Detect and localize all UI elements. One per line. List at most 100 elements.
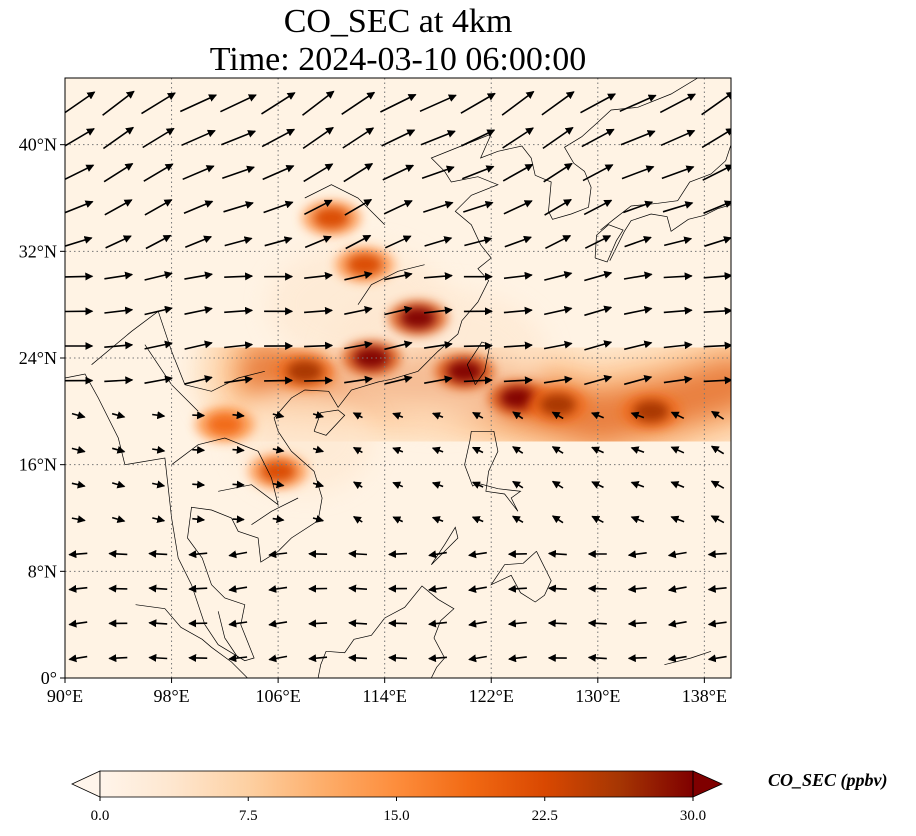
wind-arrow [423,340,453,349]
wind-arrow [623,374,653,386]
wind-arrow [581,128,615,148]
wind-arrow [630,411,645,420]
wind-arrow [392,412,404,420]
wind-arrow [630,481,645,489]
wind-arrow [388,653,408,662]
wind-arrow [268,619,288,628]
wind-arrow [188,550,208,559]
wind-arrow [68,654,88,663]
wind-arrow [302,126,334,150]
wind-arrow [707,584,727,593]
wind-arrow [701,91,731,116]
wind-arrow [304,199,333,216]
wind-arrow [584,235,612,249]
wind-arrow [630,515,645,524]
wind-arrow [663,375,693,384]
wind-arrow [384,235,412,249]
hotspot [633,400,670,423]
wind-arrow [221,130,257,146]
colorbar-label: CO_SEC (ppbv) [768,770,888,790]
wind-arrow [431,412,444,420]
hotspot [539,393,576,416]
wind-arrow [424,306,453,315]
colorbar-tick-label: 7.5 [239,808,258,824]
hotspot [260,460,297,483]
wind-arrow [224,236,253,247]
wind-arrow [661,165,695,180]
wind-arrow [232,411,245,420]
wind-arrow [382,164,415,181]
lat-tick-label: 40°N [19,135,57,155]
wind-arrow [304,341,334,350]
wind-arrow [468,550,487,559]
wind-arrow [264,236,293,247]
wind-arrow [512,446,524,454]
hotspot [286,360,323,383]
wind-arrow [627,550,647,559]
wind-arrow [261,92,296,115]
wind-arrow [304,376,334,385]
wind-arrow [423,200,454,213]
wind-arrow [507,584,527,593]
wind-arrow [512,480,524,489]
hotspot [313,207,350,229]
wind-arrow [623,306,653,315]
wind-arrow [71,480,86,489]
wind-arrow [590,411,604,420]
lat-tick-label: 0° [41,668,57,688]
map-frame [64,77,732,679]
wind-arrow [142,127,175,149]
wind-arrow [547,549,567,558]
wind-arrow [584,270,613,282]
wind-arrow [104,341,134,350]
wind-arrow [182,165,215,181]
wind-arrow [462,165,495,180]
wind-arrow [670,481,685,489]
wind-arrow [460,92,496,114]
wind-arrow [623,200,654,214]
wind-arrow [228,654,248,663]
wind-arrow [504,235,532,248]
wind-arrow [667,654,687,663]
wind-arrow [580,93,616,114]
wind-arrow [543,375,573,384]
wind-arrow [141,92,176,115]
wind-arrow [471,481,484,489]
wind-arrow [308,619,328,628]
wind-arrow [344,375,373,384]
wind-arrow [431,516,444,524]
wind-arrow [384,340,413,351]
wind-arrow [710,480,725,489]
chart-title: CO_SEC at 4km [283,3,513,40]
colorbar-ramp [100,771,693,797]
wind-arrow [428,584,448,593]
wind-arrow [192,411,206,420]
wind-arrow [463,341,493,350]
lon-tick-label: 106°E [256,686,301,706]
wind-arrow [272,515,285,524]
wind-arrow [660,129,696,147]
wind-arrow [344,271,373,281]
wind-arrow [670,515,685,524]
wind-arrow [352,446,363,455]
wind-arrow [591,481,604,489]
wind-arrow [380,93,417,113]
wind-arrow [111,411,126,420]
coastline-segment [594,224,624,263]
wind-arrow [707,654,727,663]
wind-arrow [624,235,652,248]
wind-arrow [183,200,214,214]
wind-arrow [543,340,573,350]
wind-arrow [710,445,725,455]
wind-arrow [148,653,168,662]
wind-arrow [304,306,333,315]
wind-arrow [224,375,253,384]
wind-arrow [103,163,134,183]
wind-arrow [272,411,285,419]
wind-arrow [308,654,328,663]
wind-arrow [710,410,725,420]
wind-arrow [68,619,88,628]
wind-arrow [312,515,325,523]
wind-arrow [670,446,685,454]
wind-arrow [627,584,647,593]
